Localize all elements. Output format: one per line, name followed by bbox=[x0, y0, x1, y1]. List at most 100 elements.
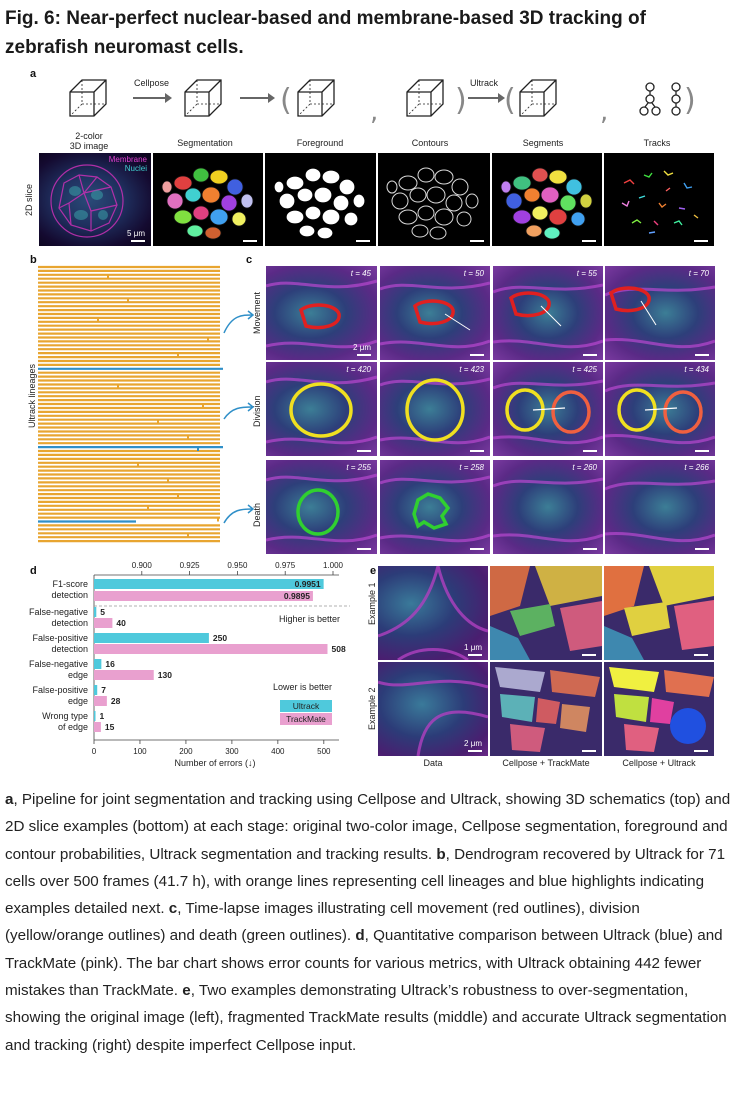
frame-overlay bbox=[266, 375, 377, 445]
top-axis-tick-label: 1.000 bbox=[323, 561, 344, 570]
example-2-data: 2 μm bbox=[378, 662, 488, 756]
scale-bar bbox=[582, 240, 596, 242]
scale-bar bbox=[357, 548, 371, 550]
scale-bar bbox=[583, 450, 597, 452]
x-axis-tick-label: 400 bbox=[271, 747, 285, 756]
scale-bar bbox=[468, 750, 482, 752]
scale-bar bbox=[694, 750, 708, 752]
legend-label-ultrack: Ultrack bbox=[293, 701, 320, 711]
caption-text: , Two examples demonstrating Ultrack’s r… bbox=[5, 982, 727, 1054]
frame-overlay bbox=[493, 283, 603, 349]
svg-text:,: , bbox=[370, 97, 378, 127]
category-label: False-positive bbox=[32, 685, 88, 695]
arrow-icon bbox=[468, 93, 505, 103]
row-label-example-1: Example 1 bbox=[367, 582, 377, 625]
example-1-ultrack bbox=[604, 566, 714, 660]
category-label: F1-score bbox=[52, 579, 88, 589]
row-label-example-2: Example 2 bbox=[367, 687, 377, 730]
example-2-ultrack bbox=[604, 662, 714, 756]
scale-label: 2 μm bbox=[464, 739, 482, 748]
cell-outline bbox=[298, 303, 341, 330]
x-axis-tick-label: 300 bbox=[225, 747, 239, 756]
f1-bar-ultrack bbox=[94, 579, 324, 589]
frame-overlay bbox=[380, 377, 490, 445]
scale-label: 5 μm bbox=[127, 229, 145, 238]
error-bar-ultrack bbox=[94, 659, 102, 669]
scale-bar bbox=[582, 750, 596, 752]
x-axis-tick-label: 0 bbox=[92, 747, 97, 756]
category-label: False-positive bbox=[32, 633, 88, 643]
svg-text:(: ( bbox=[280, 83, 292, 118]
error-bar-trackmate bbox=[94, 644, 328, 654]
panel-a-schematic: ( , ) ( , ) bbox=[69, 79, 696, 127]
slice-label: 2D slice bbox=[24, 183, 34, 216]
example-1-trackmate bbox=[490, 566, 602, 660]
scale-bar bbox=[695, 548, 709, 550]
time-label: t = 70 bbox=[688, 269, 709, 278]
scale-bar bbox=[470, 548, 484, 550]
frame-overlay bbox=[493, 477, 603, 543]
slice-image-segmentation bbox=[153, 153, 263, 246]
error-value-label: 28 bbox=[111, 696, 121, 706]
column-label-ultrack: Cellpose + Ultrack bbox=[622, 758, 696, 768]
cell-outline bbox=[296, 488, 340, 536]
frame-overlay bbox=[605, 285, 715, 349]
time-label: t = 260 bbox=[572, 463, 597, 472]
timelapse-frame: t = 425 bbox=[493, 362, 603, 456]
scale-bar bbox=[468, 654, 482, 656]
cell-outline bbox=[608, 286, 651, 313]
tracks-tree-icon bbox=[639, 82, 681, 116]
row-label-division: Division bbox=[252, 395, 262, 427]
top-axis-tick-label: 0.900 bbox=[132, 561, 153, 570]
caption-panel-ref: b bbox=[436, 845, 446, 863]
error-value-label: 7 bbox=[101, 685, 106, 695]
caption-panel-ref: a bbox=[5, 791, 14, 808]
track-path bbox=[540, 305, 562, 327]
svg-text:): ) bbox=[455, 83, 467, 118]
figure-caption: a, Pipeline for joint segmentation and t… bbox=[5, 786, 733, 1059]
error-bar-ultrack bbox=[94, 633, 209, 643]
cell-outline bbox=[412, 492, 451, 530]
time-label: t = 420 bbox=[346, 365, 371, 374]
top-axis-tick-label: 0.925 bbox=[180, 561, 201, 570]
frame-overlay bbox=[380, 475, 490, 543]
frame-overlay bbox=[380, 281, 490, 349]
scale-label: 2 μm bbox=[353, 343, 371, 352]
ultrack-arrow-label: Ultrack bbox=[470, 78, 499, 88]
timelapse-frame: t = 423 bbox=[380, 362, 490, 456]
cell-outline bbox=[412, 299, 455, 326]
category-label: edge bbox=[68, 670, 88, 680]
error-value-label: 15 bbox=[105, 722, 115, 732]
x-axis-tick-label: 200 bbox=[179, 747, 193, 756]
error-bar-ultrack bbox=[94, 711, 96, 721]
time-label: t = 266 bbox=[684, 463, 709, 472]
timelapse-frame: t = 45 2 μm bbox=[266, 266, 377, 360]
time-label: t = 425 bbox=[572, 365, 597, 374]
x-axis-tick-label: 100 bbox=[133, 747, 147, 756]
error-value-label: 40 bbox=[116, 618, 126, 628]
higher-is-better-note: Higher is better bbox=[279, 614, 340, 624]
category-label: False-negative bbox=[29, 659, 88, 669]
daughter-cell-outline bbox=[551, 390, 591, 434]
cell-outline bbox=[617, 388, 657, 432]
legend-swatch-trackmate bbox=[280, 713, 332, 725]
arrow-icon bbox=[133, 93, 172, 103]
caption-text: , Time-lapse images illustrating cell mo… bbox=[5, 900, 640, 945]
cube-icon bbox=[69, 79, 107, 117]
top-axis-tick-label: 0.950 bbox=[227, 561, 248, 570]
cellpose-arrow-label: Cellpose bbox=[134, 78, 170, 88]
scale-bar bbox=[694, 654, 708, 656]
timelapse-frame: t = 55 bbox=[493, 266, 603, 360]
legend-swatch-ultrack bbox=[280, 700, 332, 712]
cube-icon bbox=[519, 79, 557, 117]
caption-text: , Pipeline for joint segmentation and tr… bbox=[5, 791, 731, 863]
cell-outline bbox=[405, 378, 465, 442]
scale-label: 1 μm bbox=[464, 643, 482, 652]
stage-label: Segmentation bbox=[177, 138, 233, 148]
panel-b-label: b bbox=[30, 254, 37, 266]
legend-nuclei: Nuclei bbox=[124, 164, 147, 173]
scale-bar bbox=[582, 654, 596, 656]
timelapse-frame: t = 434 bbox=[605, 362, 715, 456]
cube-icon bbox=[184, 79, 222, 117]
slice-image-raw: Membrane Nuclei 5 μm bbox=[39, 153, 151, 246]
